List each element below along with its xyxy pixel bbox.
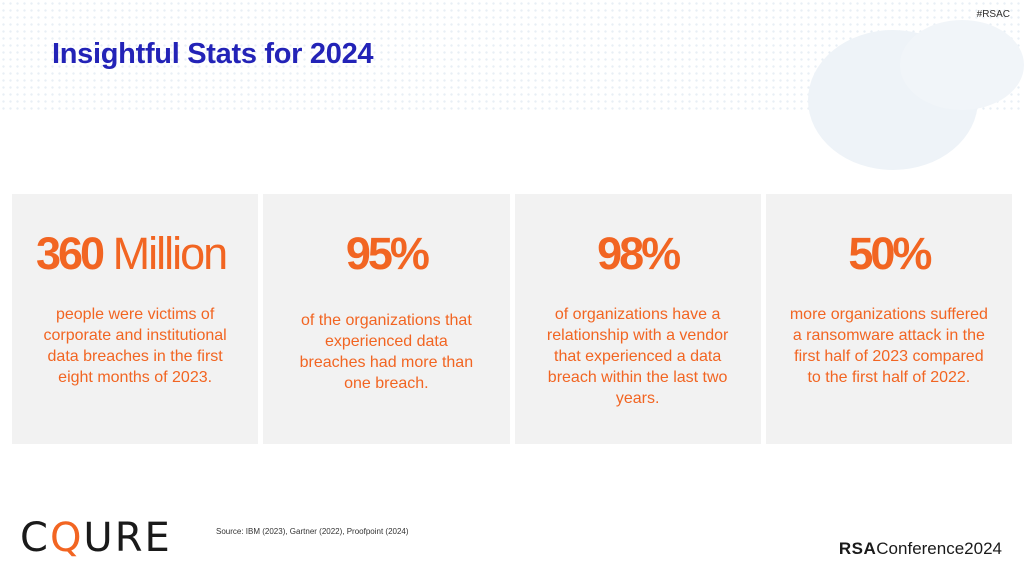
- slide-title: Insightful Stats for 2024: [52, 38, 374, 70]
- stat-value: 50%: [766, 228, 1012, 280]
- stat-description: more organizations suffered a ransomware…: [789, 306, 988, 386]
- stat-card-vendor-breach: 98% of organizations have a relationship…: [514, 194, 761, 444]
- rsac-hashtag: #RSAC: [976, 9, 1010, 20]
- cqure-logo: C Q URE: [20, 514, 170, 562]
- stat-value: 95%: [263, 228, 509, 280]
- stat-number: 50%: [848, 228, 932, 279]
- rsa-logo-rest: Conference2024: [876, 539, 1002, 558]
- stat-description: people were victims of corporate and ins…: [43, 306, 227, 386]
- stat-number: 98%: [597, 228, 681, 279]
- rsa-logo-bold: RSA: [838, 539, 877, 558]
- source-citation: Source: IBM (2023), Gartner (2022), Proo…: [216, 527, 409, 536]
- stat-card-multiple-breaches: 95% of the organizations that experience…: [263, 194, 510, 444]
- stat-description: of organizations have a relationship wit…: [546, 306, 729, 407]
- stat-card-ransomware: 50% more organizations suffered a ransom…: [765, 194, 1012, 444]
- stat-value: 360 Million: [36, 228, 258, 280]
- stat-value: 98%: [515, 228, 761, 280]
- stats-row: 360 Million people were victims of corpo…: [12, 194, 1012, 444]
- stat-number: 360: [36, 228, 105, 279]
- stat-unit: Million: [102, 228, 229, 279]
- logo-text-accent: Q: [49, 515, 84, 561]
- logo-text: URE: [83, 515, 172, 561]
- stat-description: of the organizations that experienced da…: [299, 312, 474, 392]
- stat-card-victims: 360 Million people were victims of corpo…: [12, 194, 259, 444]
- stat-number: 95%: [345, 228, 430, 279]
- logo-text: C: [20, 515, 50, 561]
- rsa-conference-logo: RSAConference2024: [839, 539, 1002, 559]
- background-circle: [900, 20, 1024, 110]
